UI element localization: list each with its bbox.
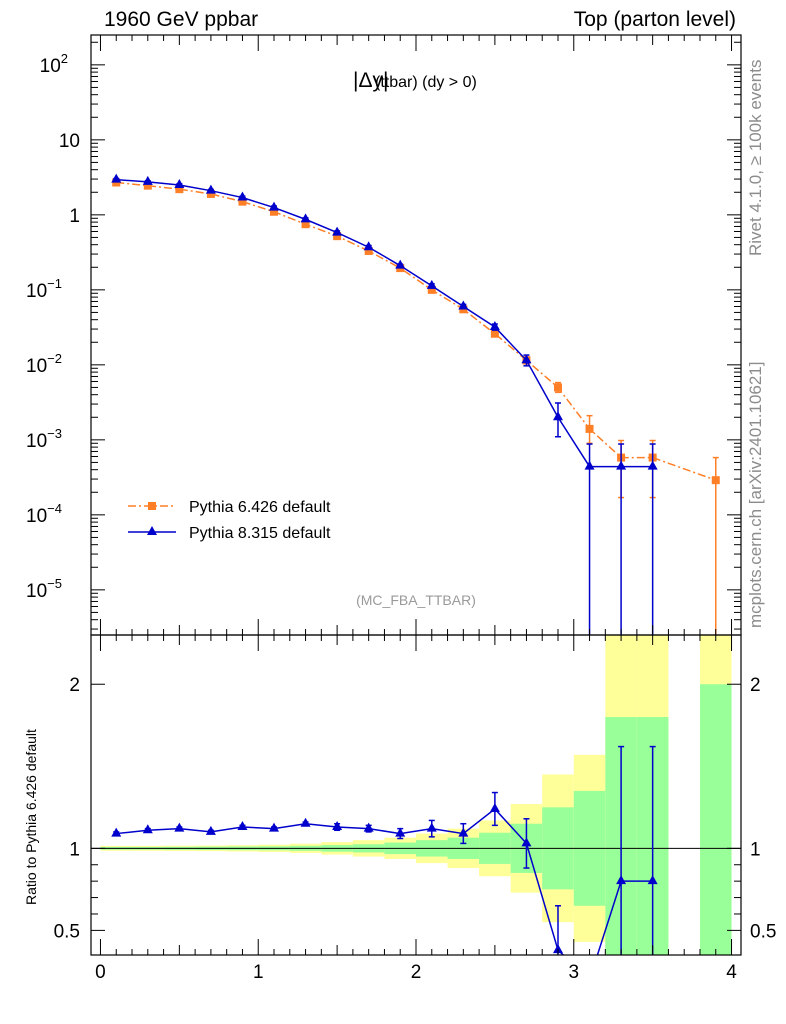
legend-label-pythia8: Pythia 8.315 default: [189, 525, 331, 542]
band-green: [699, 684, 732, 955]
data-point-square: [427, 285, 436, 294]
data-point-triangle: [647, 460, 658, 470]
analysis-watermark: (MC_FBA_TTBAR): [356, 592, 476, 608]
data-point-triangle: [458, 300, 469, 310]
y-tick-label: 10−1: [26, 276, 62, 302]
data-point-triangle: [142, 175, 153, 185]
ratio-y-tick-label-left: 1: [69, 839, 80, 860]
ratio-point-triangle: [237, 821, 248, 830]
ratio-point-triangle: [552, 944, 563, 954]
data-point-triangle: [269, 201, 280, 211]
main-panel-frame: [90, 34, 742, 636]
y-tick-label: 10−3: [26, 426, 62, 452]
ratio-point-triangle: [205, 825, 216, 835]
x-tick-label: 0: [95, 962, 106, 983]
data-point-square: [364, 246, 373, 255]
data-point-square: [238, 197, 247, 206]
data-point-square: [175, 185, 184, 194]
ratio-point-triangle: [489, 802, 500, 812]
ratio-point-triangle: [142, 824, 153, 834]
data-point-square: [301, 220, 310, 229]
legend: Pythia 6.426 default Pythia 8.315 defaul…: [128, 499, 331, 542]
data-point-triangle: [237, 191, 248, 201]
data-point-square: [490, 329, 499, 338]
data-point-square: [711, 476, 720, 485]
ratio-point-triangle: [111, 827, 122, 837]
plot-title-sub: (ttbar) (dy > 0): [375, 74, 477, 91]
ratio-point-triangle: [300, 817, 311, 827]
ratio-y-tick-label-right: 1: [750, 839, 761, 860]
legend-entry-pythia8: Pythia 8.315 default: [128, 525, 331, 542]
ratio-point-triangle: [585, 974, 595, 983]
ratio-y-tick-label-right: 0.5: [750, 921, 776, 942]
x-tick-label: 1: [253, 962, 264, 983]
series-line-pythia8: [116, 178, 653, 468]
data-point-square: [333, 232, 342, 241]
data-point-square: [585, 424, 594, 433]
legend-marker-square: [148, 502, 156, 510]
data-point-triangle: [489, 320, 500, 330]
header-left: 1960 GeV ppbar: [104, 8, 259, 31]
ratio-y-tick-label-right: 2: [750, 675, 761, 696]
x-tick-label: 2: [411, 962, 422, 983]
ratio-point-triangle: [269, 822, 280, 832]
ratio-point-triangle: [521, 837, 532, 847]
data-point-square: [553, 383, 562, 392]
x-tick-label: 3: [568, 962, 579, 983]
ratio-y-tick-label-left: 0.5: [54, 921, 80, 942]
ratio-y-tick-label-left: 2: [69, 675, 80, 696]
ratio-point-triangle: [616, 875, 627, 885]
y-tick-label: 1: [69, 206, 80, 227]
y-tick-label: 10: [59, 131, 80, 152]
ratio-point-triangle: [363, 822, 374, 832]
data-point-triangle: [363, 241, 374, 251]
data-point-triangle: [174, 179, 185, 188]
ratio-uncertainty-bands: [100, 635, 732, 955]
data-point-square: [143, 181, 152, 190]
main-panel-data: [111, 173, 720, 635]
ratio-point-triangle: [426, 822, 437, 832]
data-point-triangle: [111, 173, 122, 183]
legend-label-pythia6: Pythia 6.426 default: [189, 499, 331, 516]
legend-entry-pythia6: Pythia 6.426 default: [128, 499, 331, 516]
y-tick-label: 10−4: [26, 501, 62, 527]
data-point-triangle: [584, 460, 595, 470]
series-line-pythia6: [116, 181, 717, 481]
data-point-triangle: [300, 213, 311, 223]
ratio-point-triangle: [174, 822, 185, 832]
x-tick-label: 4: [726, 962, 737, 983]
data-point-square: [206, 189, 215, 198]
ratio-ylabel: Ratio to Pythia 6.426 default: [23, 729, 39, 905]
plot-title: |Δy|: [353, 69, 388, 92]
data-point-square: [270, 207, 279, 216]
data-point-triangle: [332, 226, 343, 236]
data-point-triangle: [205, 184, 216, 194]
data-point-triangle: [616, 460, 627, 470]
data-point-triangle: [395, 259, 406, 269]
y-tick-label: 10−2: [26, 351, 62, 377]
y-tick-label: 10−5: [26, 576, 62, 602]
ratio-point-triangle: [332, 821, 343, 830]
ratio-point-triangle: [647, 875, 658, 885]
data-point-triangle: [521, 354, 532, 364]
legend-marker-triangle: [147, 526, 157, 535]
data-point-triangle: [426, 279, 437, 289]
y-tick-label: 102: [40, 51, 68, 77]
axes: 102 10 1 10−1 10−2 10−3 10−4 10−5 0 1 2 3 4 0.5 0.5 1 1 2…: [26, 35, 776, 983]
data-point-triangle: [552, 411, 563, 421]
header-right: Top (parton level): [573, 8, 736, 31]
ratio-point-triangle: [395, 827, 406, 837]
ratio-point-triangle: [458, 827, 469, 837]
